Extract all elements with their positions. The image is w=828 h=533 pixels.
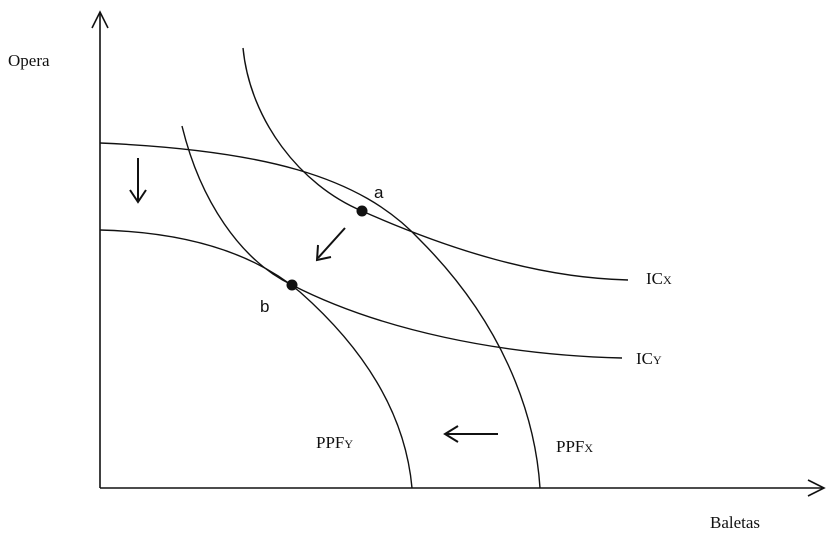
ppf-x-label-main: PPF xyxy=(556,437,584,456)
ppf-y-label-sub: Y xyxy=(344,437,353,451)
ic-x-curve xyxy=(242,47,629,281)
ppf-y-label: PPFY xyxy=(316,433,353,452)
point-a-dot xyxy=(356,205,368,217)
ppf-y-curve xyxy=(99,229,413,489)
arrow-left-icon xyxy=(443,425,498,443)
ppf-y-label-main: PPF xyxy=(316,433,344,452)
ic-y-label: ICY xyxy=(636,349,662,368)
arrow-down-icon xyxy=(129,158,147,204)
x-axis-arrowhead xyxy=(807,479,826,497)
ic-y-label-sub: Y xyxy=(653,353,662,367)
ppf-x-curve xyxy=(99,142,541,489)
ic-x-label-main: IC xyxy=(646,269,663,288)
x-axis-label: Baletas xyxy=(710,513,760,532)
y-axis-label: Opera xyxy=(8,51,50,70)
point-b-dot xyxy=(286,279,298,291)
ic-x-label-sub: X xyxy=(663,273,672,287)
ppf-x-label-sub: X xyxy=(584,441,593,455)
axes xyxy=(91,10,826,497)
point-b-label: b xyxy=(260,297,269,316)
ic-x-label: ICX xyxy=(646,269,672,288)
ppf-x-label: PPFX xyxy=(556,437,593,456)
ic-y-curve xyxy=(181,125,623,359)
arrow-down-left-icon xyxy=(315,227,346,262)
ic-y-label-main: IC xyxy=(636,349,653,368)
y-axis-arrowhead xyxy=(91,10,109,29)
point-a-label: a xyxy=(374,183,384,202)
